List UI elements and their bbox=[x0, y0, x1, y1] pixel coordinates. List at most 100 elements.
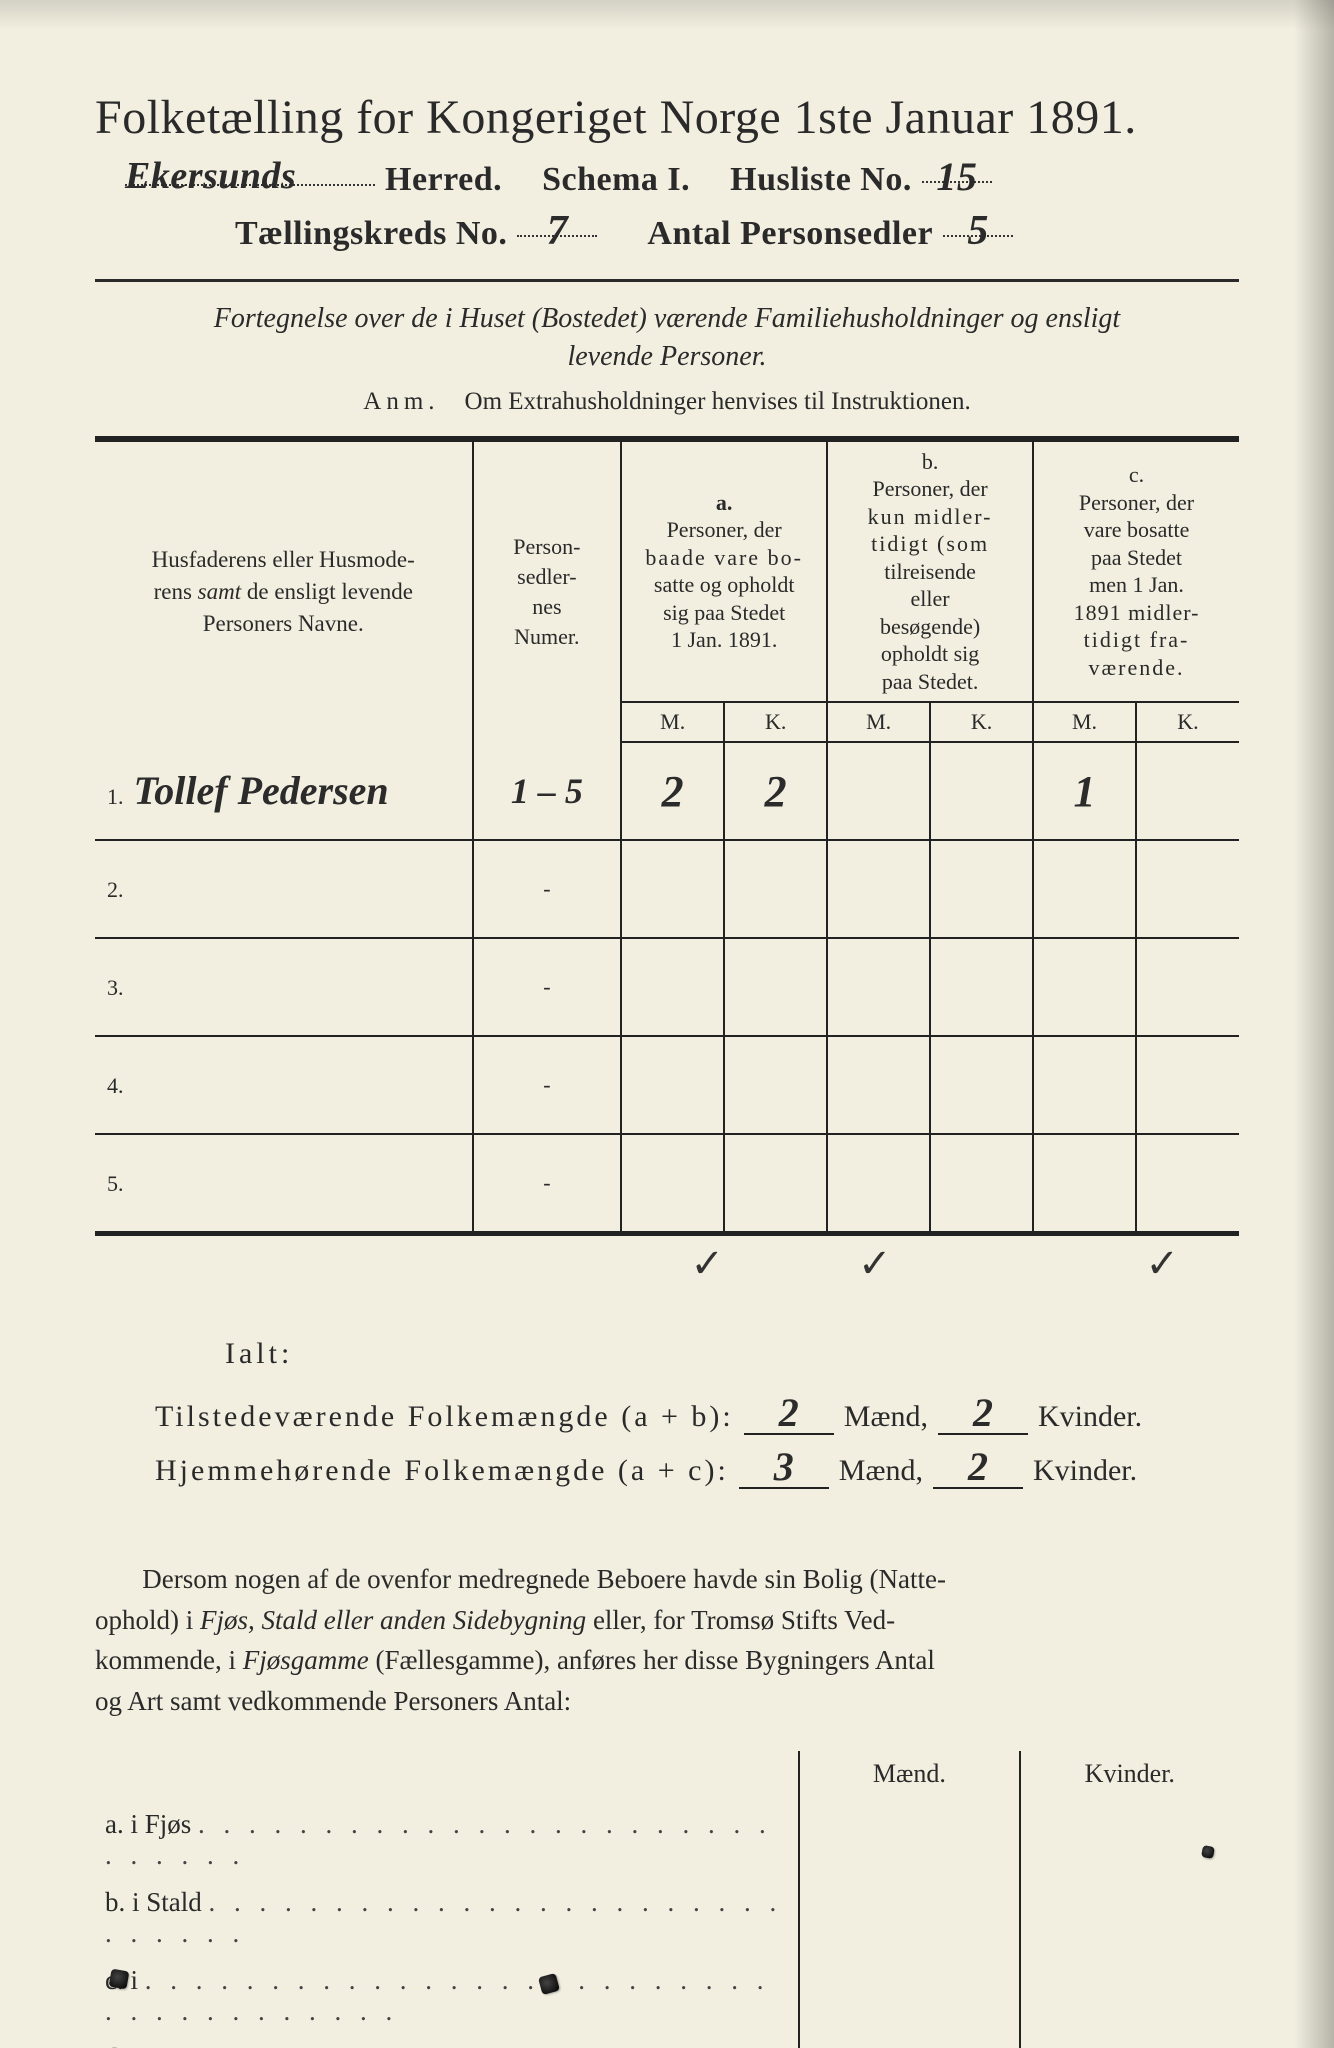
sub-d-m bbox=[799, 2035, 1020, 2048]
row-sedler: - bbox=[473, 840, 622, 938]
row-bK bbox=[930, 1134, 1033, 1232]
row-bM bbox=[827, 1036, 930, 1134]
dots-icon: . . . . . . . . . . . . . . . . . . . . … bbox=[105, 1887, 782, 1948]
page-shadow-right bbox=[1294, 0, 1334, 2048]
c-m: M. bbox=[1033, 702, 1136, 742]
row-sedler: - bbox=[473, 938, 622, 1036]
c2: vare bosatte bbox=[1084, 517, 1190, 542]
row-number: 4. bbox=[107, 1073, 124, 1098]
col-name-2b: samt bbox=[192, 579, 241, 604]
col-name-2: rens bbox=[154, 579, 192, 604]
para-2b: eller, for Tromsø Stifts Ved- bbox=[586, 1605, 895, 1635]
desc-line-2: levende Personer. bbox=[567, 341, 766, 372]
desc-line-1: Fortegnelse over de i Huset (Bostedet) v… bbox=[214, 303, 1120, 334]
row-aM bbox=[621, 1036, 724, 1134]
c6: tidigt fra- bbox=[1084, 627, 1190, 652]
c5: 1891 midler- bbox=[1074, 600, 1200, 625]
pin-icon bbox=[109, 1969, 130, 1990]
census-table: Husfaderens eller Husmode- rens samt de … bbox=[95, 442, 1239, 1234]
sub-b-label: b. i Stald bbox=[105, 1887, 202, 1917]
row-cM bbox=[1033, 1036, 1136, 1134]
row-aK: 2 bbox=[724, 742, 827, 840]
table-row: 1.Tollef Pedersen1 – 5221 bbox=[95, 742, 1239, 840]
check-row: ✓ ✓ ✓ bbox=[95, 1240, 1239, 1287]
row-sedler: 1 – 5 bbox=[473, 742, 622, 840]
row-name-cell: 1.Tollef Pedersen bbox=[95, 742, 473, 840]
anm-label: Anm. bbox=[363, 388, 439, 415]
sub-row-d: d. i . . . . . . . . . . . . . . . . . .… bbox=[95, 2035, 1239, 2048]
row-name-cell: 5. bbox=[95, 1134, 473, 1232]
col-name-1: Husfaderens eller Husmode- bbox=[152, 547, 415, 572]
sub-row-a: a. i Fjøs . . . . . . . . . . . . . . . … bbox=[95, 1801, 1239, 1879]
row-aM: 2 bbox=[621, 742, 724, 840]
c1: Personer, der bbox=[1079, 490, 1194, 515]
para-2a: ophold) i bbox=[95, 1605, 200, 1635]
sub-c-k bbox=[1020, 1957, 1239, 2035]
row-aK bbox=[724, 840, 827, 938]
tilstede-k: 2 bbox=[938, 1395, 1028, 1435]
tkreds-value: 7 bbox=[547, 208, 569, 254]
subsidiary-block: Mænd. Kvinder. a. i Fjøs . . . . . . . .… bbox=[95, 1751, 1239, 2048]
anm-note: Anm. Om Extrahusholdninger henvises til … bbox=[95, 388, 1239, 416]
table-header-row: Husfaderens eller Husmode- rens samt de … bbox=[95, 442, 1239, 703]
row-number: 1. bbox=[107, 784, 124, 809]
b4: tilreisende bbox=[884, 559, 976, 584]
row-aM bbox=[621, 938, 724, 1036]
kvinder-label: Kvinder. bbox=[1033, 1454, 1137, 1488]
sub-d: d. i . . . . . . . . . . . . . . . . . .… bbox=[95, 2035, 799, 2048]
table-row: 4. - bbox=[95, 1036, 1239, 1134]
a5: 1 Jan. 1891. bbox=[671, 627, 777, 652]
row-name-cell: 3. bbox=[95, 938, 473, 1036]
sub-c: c. i . . . . . . . . . . . . . . . . . .… bbox=[95, 1957, 799, 2035]
husliste-value: 15 bbox=[936, 154, 977, 199]
checkmark-icon: ✓ bbox=[690, 1241, 724, 1286]
table-row: 5.- bbox=[95, 1134, 1239, 1232]
sub-b-k bbox=[1020, 1879, 1239, 1957]
page-shadow-top bbox=[0, 0, 1334, 30]
row-bM bbox=[827, 840, 930, 938]
checkmark-icon: ✓ bbox=[858, 1241, 892, 1286]
row-number: 2. bbox=[107, 877, 124, 902]
c-label: c. bbox=[1129, 462, 1144, 487]
totals-block: Ialt: Tilstedeværende Folkemængde (a + b… bbox=[155, 1337, 1239, 1489]
row-aM bbox=[621, 840, 724, 938]
b-k: K. bbox=[930, 702, 1033, 742]
row-aK bbox=[724, 1134, 827, 1232]
row-sedler: - bbox=[473, 1036, 622, 1134]
col-header-name: Husfaderens eller Husmode- rens samt de … bbox=[95, 442, 473, 743]
row-bK bbox=[930, 938, 1033, 1036]
col-num-2: sedler- bbox=[517, 564, 576, 589]
a-label: a. bbox=[716, 490, 733, 515]
antal-blank: 5 bbox=[943, 207, 1013, 237]
ialt-label: Ialt: bbox=[225, 1337, 1239, 1371]
b7: opholdt sig bbox=[881, 641, 979, 666]
hjemme-label: Hjemmehørende Folkemængde (a + c): bbox=[155, 1454, 729, 1488]
c3: paa Stedet bbox=[1091, 545, 1182, 570]
b3: tidigt (som bbox=[871, 531, 989, 556]
dots-icon: . . . . . . . . . . . . . . . . . . . . … bbox=[105, 1965, 770, 2026]
row-bK bbox=[930, 840, 1033, 938]
col-header-a: a. Personer, der baade vare bo- satte og… bbox=[621, 442, 827, 703]
census-table-wrap: Husfaderens eller Husmode- rens samt de … bbox=[95, 436, 1239, 1237]
husliste-label: Husliste No. bbox=[730, 161, 912, 199]
census-table-body: 1.Tollef Pedersen1 – 52212.-3.-4.-5.- bbox=[95, 742, 1239, 1232]
tkreds-label: Tællingskreds No. bbox=[235, 215, 507, 253]
maend-label: Mænd, bbox=[839, 1454, 923, 1488]
a1: Personer, der bbox=[667, 517, 782, 542]
header-line-kreds: Tællingskreds No. 7 Antal Personsedler 5 bbox=[235, 207, 1239, 253]
husliste-blank: 15 bbox=[922, 153, 992, 183]
b2: kun midler- bbox=[868, 504, 993, 529]
herred-blank: Ekersunds bbox=[125, 156, 375, 186]
para-2em: Fjøs, Stald eller anden Sidebygning bbox=[200, 1605, 586, 1635]
hjemme-k: 2 bbox=[933, 1449, 1023, 1489]
checkmark-icon: ✓ bbox=[1145, 1241, 1179, 1286]
row-cM bbox=[1033, 938, 1136, 1036]
col-name-4: Personers Navne. bbox=[203, 611, 364, 636]
para-1: Dersom nogen af de ovenfor medregnede Be… bbox=[142, 1564, 946, 1594]
sub-b-m bbox=[799, 1879, 1020, 1957]
divider-1 bbox=[95, 279, 1239, 282]
row-cM bbox=[1033, 1134, 1136, 1232]
tilstede-m: 2 bbox=[744, 1395, 834, 1435]
a3: satte og opholdt bbox=[654, 572, 795, 597]
row-name-cell: 2. bbox=[95, 840, 473, 938]
